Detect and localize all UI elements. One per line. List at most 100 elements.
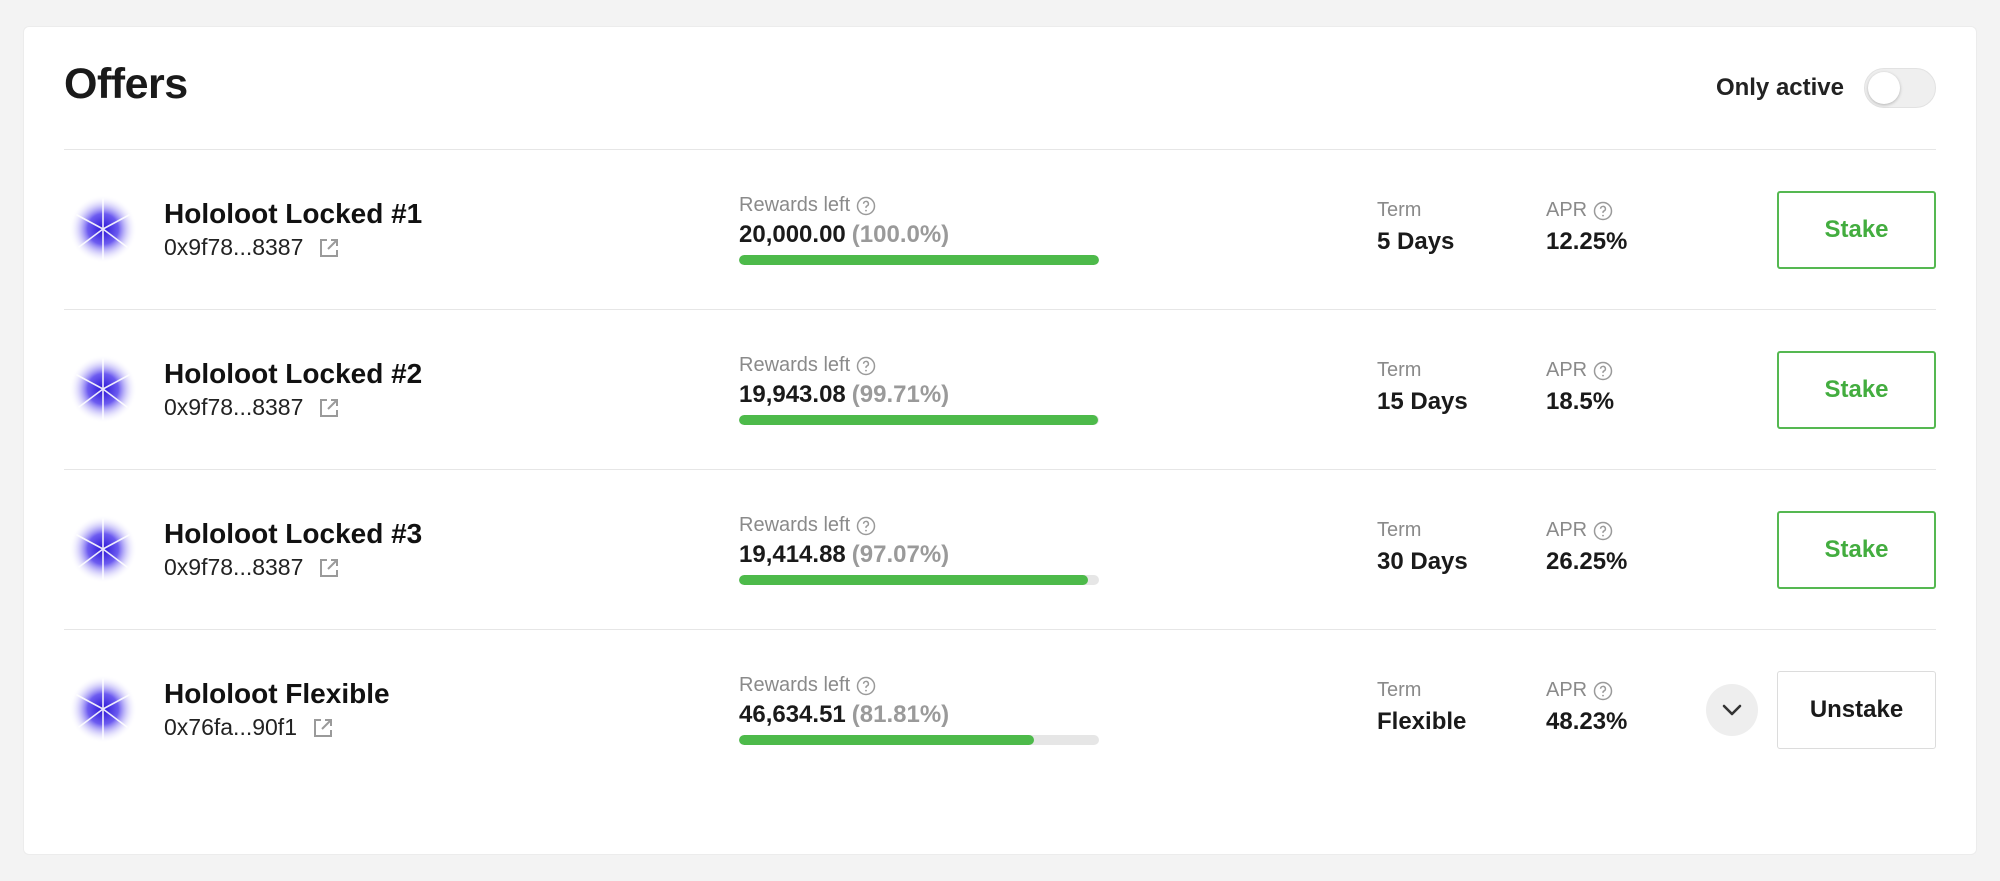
help-icon[interactable] xyxy=(1593,681,1613,701)
rewards-left-value: 19,414.88 (97.07%) xyxy=(739,541,1099,569)
rewards-progress-fill xyxy=(739,735,1034,745)
offer-address: 0x9f78...8387 xyxy=(164,234,340,261)
apr-value: 12.25% xyxy=(1546,228,1628,255)
rewards-left-label-text: Rewards left xyxy=(739,194,851,216)
rewards-left-label: Rewards left xyxy=(739,514,1099,537)
offer-address: 0x76fa...90f1 xyxy=(164,714,334,741)
offer-address-text: 0x9f78...8387 xyxy=(164,394,304,420)
external-link-icon[interactable] xyxy=(312,717,334,739)
page-title: Offers xyxy=(64,60,188,108)
hololoot-token-icon xyxy=(69,195,137,263)
rewards-percent: (97.07%) xyxy=(851,541,950,568)
stake-button[interactable]: Stake xyxy=(1777,191,1936,269)
rewards-amount: 19,414.88 xyxy=(739,541,846,568)
rewards-percent: (81.81%) xyxy=(851,701,950,728)
rewards-progress-bar xyxy=(739,735,1099,745)
term-value: 5 Days xyxy=(1377,228,1455,255)
help-icon[interactable] xyxy=(1593,361,1613,381)
offer-name: Hololoot Flexible xyxy=(164,678,390,709)
rewards-left-label: Rewards left xyxy=(739,354,1099,377)
rewards-left: Rewards left 19,943.08 (99.71%) xyxy=(739,354,1099,425)
apr-value: 18.5% xyxy=(1546,388,1615,415)
offer-address: 0x9f78...8387 xyxy=(164,554,340,581)
hololoot-token-icon xyxy=(69,355,137,423)
term-label: Term xyxy=(1377,679,1422,701)
offer-name: Hololoot Locked #3 xyxy=(164,518,423,549)
offer-row: Hololoot Locked #2 0x9f78...8387 Rewards… xyxy=(64,310,1936,470)
offer-address-text: 0x9f78...8387 xyxy=(164,234,304,260)
offer-row: Hololoot Locked #3 0x9f78...8387 Rewards… xyxy=(64,470,1936,630)
offer-address: 0x9f78...8387 xyxy=(164,394,340,421)
rewards-left-label-text: Rewards left xyxy=(739,674,851,696)
apr-value: 26.25% xyxy=(1546,548,1628,575)
rewards-percent: (100.0%) xyxy=(851,221,950,248)
expand-row-button[interactable] xyxy=(1706,684,1758,736)
offer-row: Hololoot Locked #1 0x9f78...8387 Rewards… xyxy=(64,150,1936,310)
help-icon[interactable] xyxy=(1593,201,1613,221)
offer-row: Hololoot Flexible 0x76fa...90f1 Rewards … xyxy=(64,630,1936,790)
stake-button[interactable]: Stake xyxy=(1777,511,1936,589)
chevron-down-icon xyxy=(1722,704,1742,716)
offer-name: Hololoot Locked #2 xyxy=(164,358,423,389)
rewards-left-label-text: Rewards left xyxy=(739,514,851,536)
apr-value: 48.23% xyxy=(1546,708,1628,735)
offer-address-text: 0x9f78...8387 xyxy=(164,554,304,580)
term-label: Term xyxy=(1377,199,1422,221)
rewards-left-value: 46,634.51 (81.81%) xyxy=(739,701,1099,729)
offer-name: Hololoot Locked #1 xyxy=(164,198,423,229)
rewards-percent: (99.71%) xyxy=(851,381,950,408)
term: Term 30 Days xyxy=(1377,519,1468,576)
offers-header: Offers Only active xyxy=(64,27,1936,150)
rewards-progress-fill xyxy=(739,415,1098,425)
help-icon[interactable] xyxy=(856,196,876,216)
stake-button[interactable]: Stake xyxy=(1777,351,1936,429)
rewards-left: Rewards left 19,414.88 (97.07%) xyxy=(739,514,1099,585)
rewards-progress-bar xyxy=(739,575,1099,585)
unstake-button[interactable]: Unstake xyxy=(1777,671,1936,749)
apr-label-text: APR xyxy=(1546,359,1588,381)
hololoot-token-icon xyxy=(69,515,137,583)
rewards-amount: 20,000.00 xyxy=(739,221,846,248)
term: Term 5 Days xyxy=(1377,199,1454,256)
apr-label-text: APR xyxy=(1546,199,1588,221)
rewards-progress-bar xyxy=(739,255,1099,265)
rewards-left-label: Rewards left xyxy=(739,674,1099,697)
rewards-left-label: Rewards left xyxy=(739,194,1099,217)
rewards-amount: 46,634.51 xyxy=(739,701,846,728)
apr-label-text: APR xyxy=(1546,679,1588,701)
hololoot-token-icon xyxy=(69,675,137,743)
only-active-toggle[interactable] xyxy=(1864,68,1936,108)
apr: APR 26.25% xyxy=(1546,519,1627,576)
rewards-left-value: 20,000.00 (100.0%) xyxy=(739,221,1099,249)
rewards-progress-fill xyxy=(739,575,1089,585)
apr-label: APR xyxy=(1546,679,1627,702)
apr: APR 48.23% xyxy=(1546,679,1627,736)
only-active-label: Only active xyxy=(1715,74,1844,101)
external-link-icon[interactable] xyxy=(318,237,340,259)
apr-label-text: APR xyxy=(1546,519,1588,541)
rewards-left: Rewards left 20,000.00 (100.0%) xyxy=(739,194,1099,265)
help-icon[interactable] xyxy=(856,356,876,376)
external-link-icon[interactable] xyxy=(318,397,340,419)
rewards-progress-fill xyxy=(739,255,1099,265)
term-label: Term xyxy=(1377,359,1422,381)
help-icon[interactable] xyxy=(856,676,876,696)
apr: APR 18.5% xyxy=(1546,359,1614,416)
external-link-icon[interactable] xyxy=(318,557,340,579)
rewards-left-label-text: Rewards left xyxy=(739,354,851,376)
rewards-left: Rewards left 46,634.51 (81.81%) xyxy=(739,674,1099,745)
help-icon[interactable] xyxy=(856,516,876,536)
apr-label: APR xyxy=(1546,519,1627,542)
term-value: 15 Days xyxy=(1377,388,1468,415)
term-value: 30 Days xyxy=(1377,548,1468,575)
help-icon[interactable] xyxy=(1593,521,1613,541)
term-value: Flexible xyxy=(1377,708,1467,735)
term-label: Term xyxy=(1377,519,1422,541)
apr: APR 12.25% xyxy=(1546,199,1627,256)
offer-address-text: 0x76fa...90f1 xyxy=(164,714,297,740)
rewards-left-value: 19,943.08 (99.71%) xyxy=(739,381,1099,409)
rewards-amount: 19,943.08 xyxy=(739,381,846,408)
term: Term Flexible xyxy=(1377,679,1466,736)
toggle-knob xyxy=(1868,72,1900,104)
apr-label: APR xyxy=(1546,359,1614,382)
